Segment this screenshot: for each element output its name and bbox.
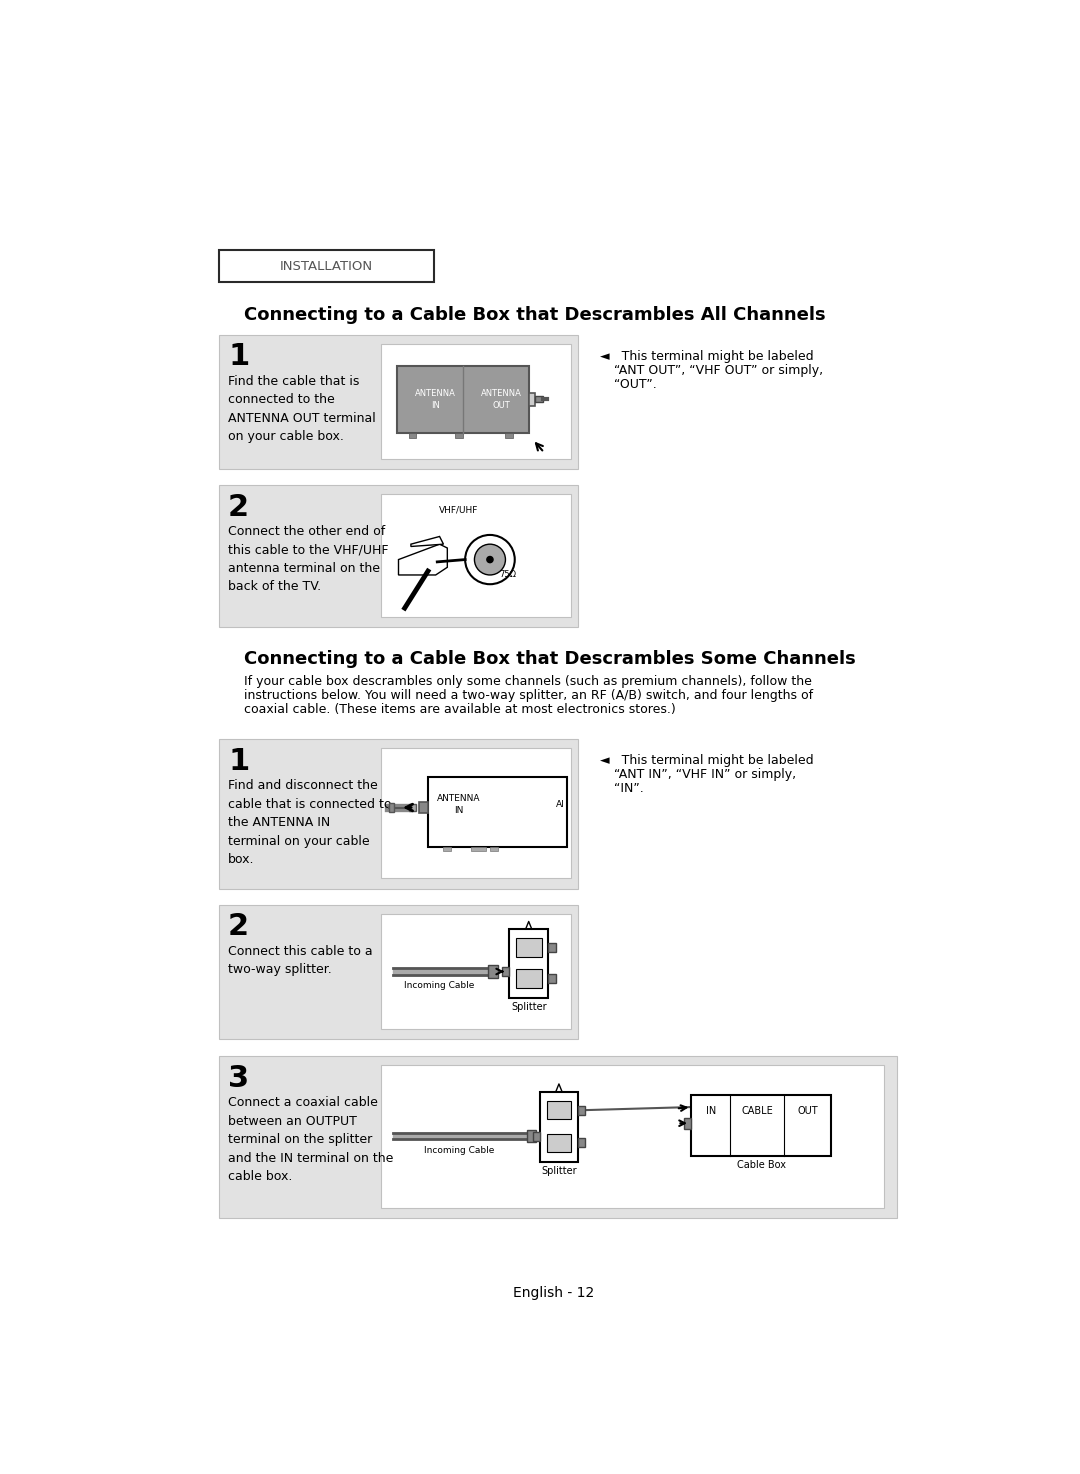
- Text: instructions below. You will need a two-way splitter, an RF (A/B) switch, and fo: instructions below. You will need a two-…: [243, 688, 812, 702]
- Circle shape: [487, 557, 494, 563]
- Bar: [218, 335, 578, 470]
- Bar: [529, 394, 535, 405]
- Text: Cable Box: Cable Box: [737, 1160, 786, 1170]
- Polygon shape: [399, 544, 447, 575]
- Text: “ANT OUT”, “VHF OUT” or simply,: “ANT OUT”, “VHF OUT” or simply,: [613, 364, 823, 377]
- Text: 2: 2: [228, 912, 249, 942]
- Bar: [218, 738, 578, 889]
- Bar: [501, 967, 510, 976]
- Text: ◄   This terminal might be labeled: ◄ This terminal might be labeled: [600, 351, 813, 363]
- Bar: [409, 805, 416, 811]
- Bar: [515, 970, 542, 988]
- Circle shape: [465, 535, 515, 584]
- Bar: [490, 846, 498, 850]
- Bar: [381, 343, 571, 460]
- Bar: [546, 1101, 571, 1119]
- Bar: [548, 943, 556, 952]
- Bar: [505, 433, 513, 438]
- Bar: [515, 939, 542, 957]
- Text: ANTENNA
IN: ANTENNA IN: [437, 794, 481, 815]
- Text: VHF/UHF: VHF/UHF: [440, 506, 478, 514]
- Text: Find and disconnect the
cable that is connected to
the ANTENNA IN
terminal on yo: Find and disconnect the cable that is co…: [228, 780, 391, 867]
- Bar: [548, 974, 556, 983]
- Text: Find the cable that is
connected to the
ANTENNA OUT terminal
on your cable box.: Find the cable that is connected to the …: [228, 374, 376, 444]
- Bar: [389, 803, 394, 812]
- Text: ◄   This terminal might be labeled: ◄ This terminal might be labeled: [600, 755, 813, 768]
- Text: Connect this cable to a
two-way splitter.: Connect this cable to a two-way splitter…: [228, 945, 373, 976]
- Bar: [684, 1117, 691, 1129]
- Bar: [578, 1138, 585, 1147]
- Bar: [381, 494, 571, 618]
- Text: Connecting to a Cable Box that Descrambles Some Channels: Connecting to a Cable Box that Descrambl…: [243, 650, 855, 668]
- Text: English - 12: English - 12: [513, 1285, 594, 1300]
- Text: coaxial cable. (These items are available at most electronics stores.): coaxial cable. (These items are availabl…: [243, 703, 675, 716]
- Bar: [218, 1057, 896, 1218]
- Bar: [428, 777, 567, 846]
- Text: Connect a coaxial cable
between an OUTPUT
terminal on the splitter
and the IN te: Connect a coaxial cable between an OUTPU…: [228, 1097, 393, 1184]
- Text: Incoming Cable: Incoming Cable: [423, 1145, 495, 1154]
- Text: “OUT”.: “OUT”.: [613, 377, 657, 391]
- Text: 1: 1: [228, 342, 249, 371]
- Bar: [527, 1131, 537, 1142]
- Text: ANTENNA
IN: ANTENNA IN: [416, 389, 456, 410]
- Bar: [540, 1092, 578, 1163]
- Text: Splitter: Splitter: [511, 1002, 546, 1013]
- Text: 75Ω: 75Ω: [499, 570, 516, 579]
- Text: AI: AI: [556, 800, 565, 809]
- Bar: [381, 749, 571, 877]
- Bar: [408, 433, 416, 438]
- Text: Splitter: Splitter: [541, 1166, 577, 1176]
- Bar: [455, 433, 463, 438]
- Bar: [578, 1106, 585, 1114]
- Bar: [381, 1066, 883, 1207]
- Bar: [510, 929, 548, 998]
- Bar: [444, 846, 451, 850]
- Text: 1: 1: [228, 747, 249, 775]
- Text: 2: 2: [228, 492, 249, 522]
- Text: “ANT IN”, “VHF IN” or simply,: “ANT IN”, “VHF IN” or simply,: [613, 768, 796, 781]
- Text: OUT: OUT: [797, 1107, 818, 1116]
- Text: Connecting to a Cable Box that Descrambles All Channels: Connecting to a Cable Box that Descrambl…: [243, 307, 825, 324]
- Bar: [218, 251, 434, 283]
- Bar: [535, 397, 542, 402]
- Bar: [419, 802, 428, 812]
- Text: Connect the other end of
this cable to the VHF/UHF
antenna terminal on the
back : Connect the other end of this cable to t…: [228, 525, 389, 594]
- Bar: [546, 1134, 571, 1153]
- Bar: [691, 1095, 831, 1156]
- Text: INSTALLATION: INSTALLATION: [280, 259, 373, 273]
- Circle shape: [474, 544, 505, 575]
- Text: “IN”.: “IN”.: [613, 783, 644, 794]
- Bar: [381, 914, 571, 1029]
- Text: ANTENNA
OUT: ANTENNA OUT: [481, 389, 522, 410]
- Bar: [397, 366, 529, 433]
- Bar: [488, 965, 498, 977]
- Text: Incoming Cable: Incoming Cable: [404, 980, 475, 989]
- Bar: [218, 485, 578, 628]
- Polygon shape: [410, 537, 444, 547]
- Bar: [218, 905, 578, 1039]
- Text: IN: IN: [705, 1107, 716, 1116]
- Text: 3: 3: [228, 1064, 249, 1092]
- Bar: [532, 1132, 540, 1141]
- Text: If your cable box descrambles only some channels (such as premium channels), fol: If your cable box descrambles only some …: [243, 675, 811, 688]
- Text: CABLE: CABLE: [742, 1107, 773, 1116]
- Bar: [471, 846, 486, 850]
